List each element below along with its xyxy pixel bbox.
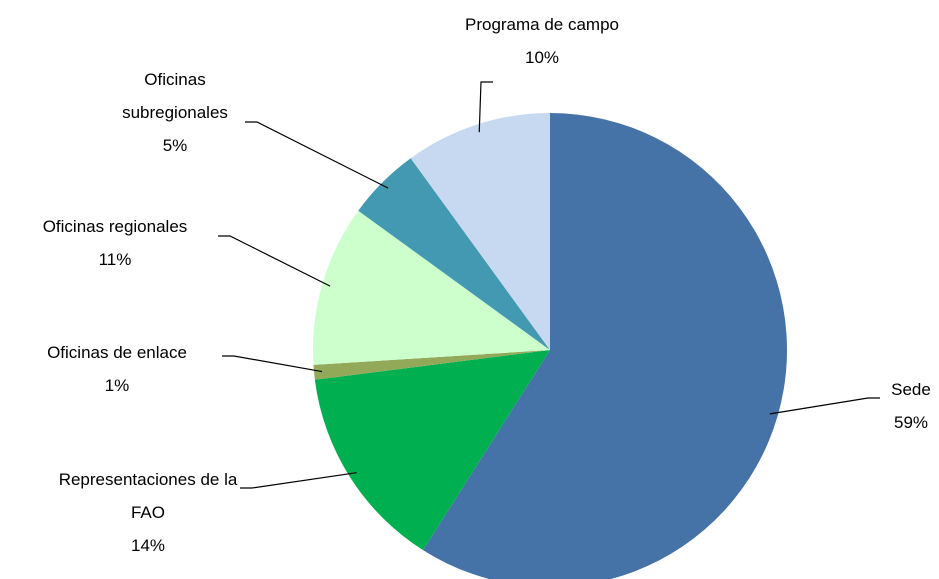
pie-slice [313,350,550,380]
data-label: Programa de campo 10% [422,8,662,74]
label-name: Representaciones de la FAO [58,470,238,522]
leader-line [478,81,493,133]
label-value: 10% [524,48,560,67]
label-name: Programa de campo [464,15,620,34]
label-name: Oficinas subregionales [122,70,228,122]
leader-line [218,235,331,287]
pie-slice [314,350,550,551]
leader-line [769,397,880,415]
pie-slice [313,210,550,365]
label-name: Oficinas de enlace [47,343,187,362]
label-value: 11% [98,250,132,269]
pie-slice [423,113,787,579]
label-value: 14% [130,536,166,555]
data-label: Oficinas de enlace 1% [7,336,227,402]
leader-line [245,121,389,189]
label-value: 1% [104,376,130,395]
label-value: 5% [162,136,188,155]
leader-line [240,472,357,489]
data-label: Representaciones de la FAO 14% [53,463,243,562]
pie-slice [410,113,550,350]
label-value: 59% [893,413,929,432]
leader-line [222,355,323,373]
label-name: Sede [891,380,931,399]
label-name: Oficinas regionales [42,217,188,236]
data-label: Sede 59% [871,373,939,439]
data-label: Oficinas regionales 11% [5,210,225,276]
pie-slice [358,158,550,350]
data-label: Oficinas subregionales 5% [100,63,250,162]
